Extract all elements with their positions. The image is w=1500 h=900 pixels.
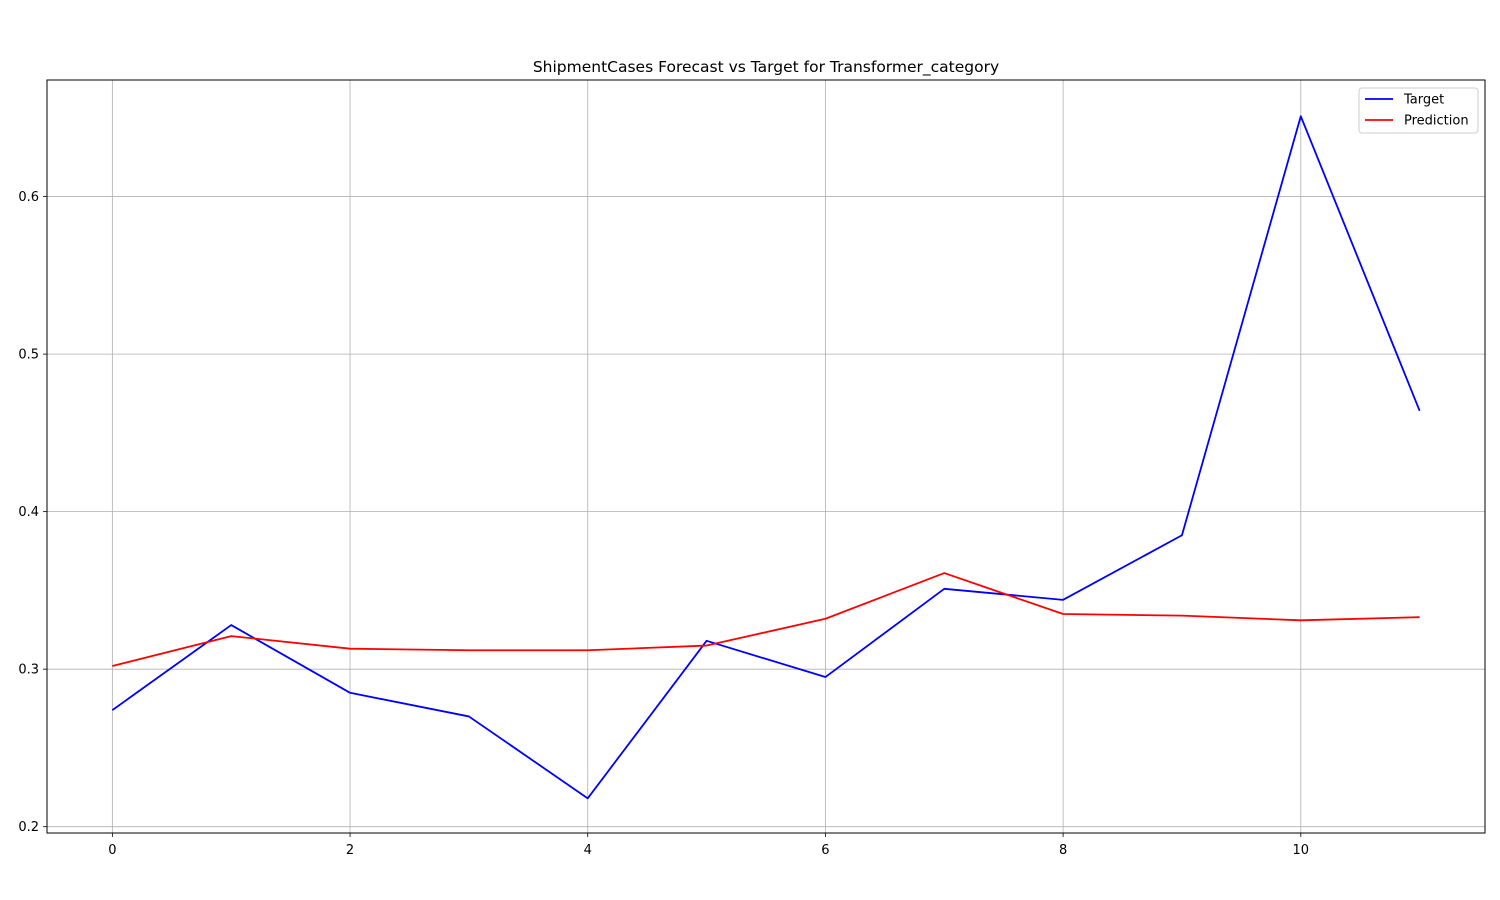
chart-title: ShipmentCases Forecast vs Target for Tra… (533, 58, 999, 77)
y-tick-label: 0.6 (18, 190, 39, 205)
legend-label-prediction: Prediction (1404, 114, 1469, 129)
x-tick-label: 0 (108, 843, 116, 858)
y-tick-label: 0.2 (18, 820, 39, 835)
legend-label-target: Target (1403, 93, 1444, 108)
y-tick-label: 0.5 (18, 348, 39, 363)
x-tick-label: 6 (821, 843, 829, 858)
series-line-prediction (112, 572, 1420, 667)
x-tick-label: 4 (584, 843, 592, 858)
grid-lines (47, 80, 1485, 833)
y-tick-label: 0.3 (18, 663, 39, 678)
x-tick-label: 2 (346, 843, 354, 858)
axes-frame (46, 79, 1486, 834)
legend: Target Prediction (1358, 87, 1479, 134)
x-tick-label: 10 (1293, 843, 1310, 858)
axis-ticks: 0 2 4 6 8 10 0.2 0.3 0.4 0.5 0.6 (18, 190, 1309, 858)
x-tick-label: 8 (1059, 843, 1067, 858)
series-lines (111, 115, 1421, 800)
series-line-target (111, 115, 1421, 800)
y-tick-label: 0.4 (18, 505, 39, 520)
